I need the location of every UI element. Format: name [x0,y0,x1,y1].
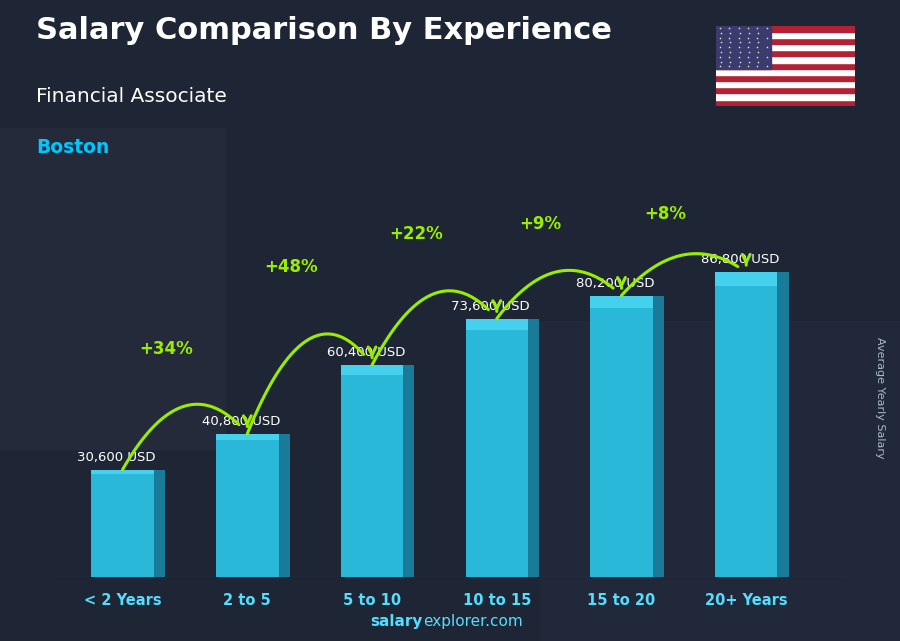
Text: Salary Comparison By Experience: Salary Comparison By Experience [36,16,612,45]
Text: 73,600 USD: 73,600 USD [451,299,530,313]
Bar [92,470,154,474]
Bar [716,26,855,32]
Text: Boston: Boston [36,138,109,157]
Bar [715,272,778,577]
Bar [715,272,778,286]
Bar [341,365,403,374]
Text: 80,200 USD: 80,200 USD [576,276,654,290]
Bar [590,296,652,577]
Bar [0,128,225,449]
Polygon shape [778,272,788,577]
Bar [341,365,403,577]
Text: salary: salary [371,615,423,629]
Bar [716,94,855,99]
Bar [465,319,528,577]
Bar [716,99,855,106]
Bar [716,26,771,69]
Text: +22%: +22% [389,224,443,243]
Polygon shape [278,434,290,577]
Text: explorer.com: explorer.com [423,615,523,629]
Bar [590,296,652,308]
Text: Average Yearly Salary: Average Yearly Salary [875,337,886,458]
Bar [716,63,855,69]
Polygon shape [403,365,415,577]
Text: +9%: +9% [519,215,562,233]
Text: 60,400 USD: 60,400 USD [327,346,405,359]
Polygon shape [154,470,165,577]
Bar [716,50,855,56]
Bar [716,44,855,50]
Text: +34%: +34% [140,340,194,358]
Polygon shape [652,296,664,577]
Text: 86,800 USD: 86,800 USD [701,253,779,267]
Bar [716,38,855,44]
Bar [716,32,855,38]
Bar [716,81,855,87]
Polygon shape [528,319,539,577]
Bar [716,87,855,94]
Bar [716,75,855,81]
Bar [216,434,278,577]
Text: 40,800 USD: 40,800 USD [202,415,280,428]
Text: Financial Associate: Financial Associate [36,87,227,106]
Bar [716,56,855,63]
Bar [540,320,900,641]
Bar [216,434,278,440]
Text: +48%: +48% [265,258,318,276]
Bar [92,470,154,577]
Bar [465,319,528,330]
Text: +8%: +8% [644,205,686,223]
Text: 30,600 USD: 30,600 USD [77,451,156,463]
Bar [716,69,855,75]
